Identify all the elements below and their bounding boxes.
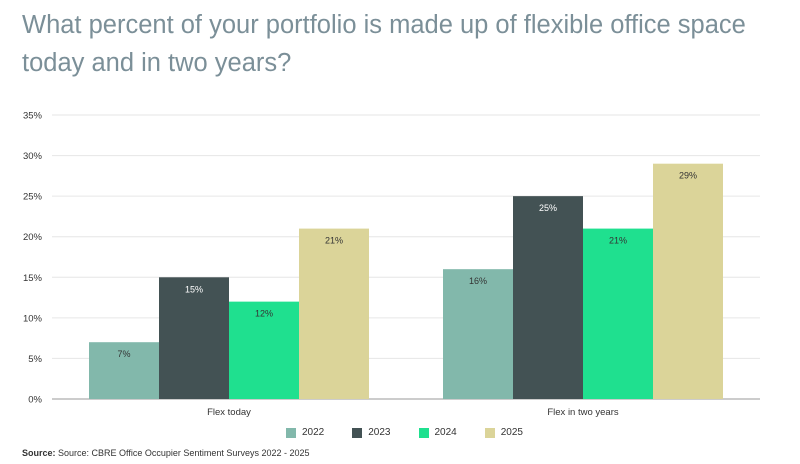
y-tick-label: 5% (28, 354, 42, 365)
data-label: 29% (679, 171, 697, 181)
source-text: Source: CBRE Office Occupier Sentiment S… (58, 448, 310, 458)
data-label: 16% (469, 276, 487, 286)
data-label: 25% (539, 203, 557, 213)
legend-label: 2023 (368, 427, 391, 438)
legend-item: 2024 (418, 427, 457, 438)
y-tick-label: 10% (23, 313, 43, 324)
legend-item: 2025 (484, 427, 523, 438)
data-label: 7% (117, 349, 130, 359)
data-label: 21% (609, 236, 627, 246)
bar (229, 301, 299, 399)
bar (89, 342, 159, 399)
y-tick-label: 35% (23, 111, 43, 122)
bar (443, 269, 513, 399)
legend-swatch (352, 427, 363, 438)
y-tick-label: 0% (28, 395, 42, 406)
y-tick-label: 30% (23, 151, 43, 162)
bar (299, 228, 369, 399)
y-tick-label: 25% (23, 192, 43, 203)
chart-legend: 2022 2023 2024 2025 (286, 427, 523, 438)
bar (653, 163, 723, 399)
y-tick-label: 15% (23, 273, 43, 284)
chart-title: What percent of your portfolio is made u… (22, 11, 746, 77)
bar (513, 196, 583, 399)
legend-item: 2022 (286, 427, 324, 438)
bar (159, 277, 229, 399)
data-label: 21% (325, 236, 343, 246)
x-category-label: Flex today (207, 407, 251, 418)
bar (583, 228, 653, 399)
legend-label: 2024 (434, 427, 457, 438)
data-label: 12% (255, 309, 273, 319)
legend-swatch (484, 427, 495, 438)
legend-swatch (286, 427, 296, 438)
source-label: Source: (22, 448, 56, 458)
legend-item: 2023 (352, 427, 391, 438)
legend-label: 2025 (500, 427, 523, 438)
legend-label: 2022 (302, 427, 325, 438)
y-tick-label: 20% (23, 232, 43, 243)
source-note: Source: Source: CBRE Office Occupier Sen… (22, 448, 310, 458)
x-category-label: Flex in two years (547, 407, 619, 418)
legend-swatch (418, 427, 429, 438)
data-label: 15% (185, 284, 203, 294)
